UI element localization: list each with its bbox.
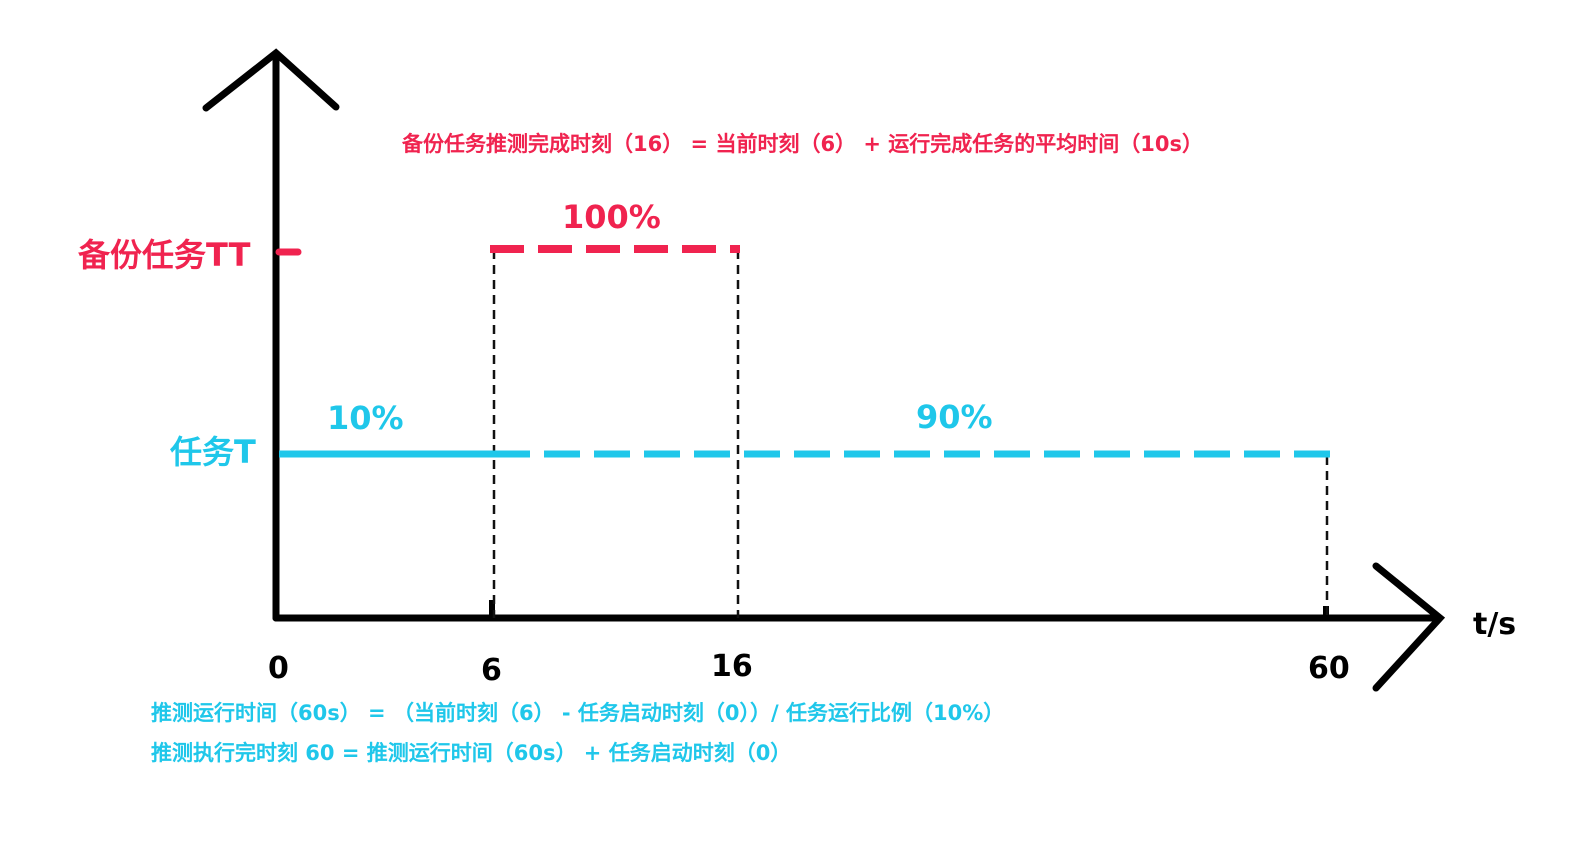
label-task: 任务T xyxy=(170,433,256,471)
x-tick-label-0: 0 xyxy=(268,651,289,686)
label-task-remaining-percent: 90% xyxy=(916,398,993,436)
x-tick-label-16: 16 xyxy=(711,649,753,684)
label-backup-percent: 100% xyxy=(562,198,661,236)
formula-bottom-2: 推测执行完时刻 60 = 推测运行时间（60s） + 任务启动时刻（0） xyxy=(151,741,791,765)
x-axis xyxy=(272,562,1446,692)
vertical-guides xyxy=(492,250,1329,618)
label-backup-task: 备份任务TT xyxy=(78,236,251,274)
x-tick-label-60: 60 xyxy=(1308,651,1350,686)
formula-bottom-1: 推测运行时间（60s） = （当前时刻（6） - 任务启动时刻（0））/ 任务运… xyxy=(151,701,1004,725)
x-tick-label-6: 6 xyxy=(481,653,502,688)
label-task-done-percent: 10% xyxy=(327,399,404,437)
y-axis xyxy=(202,48,340,622)
y-axis-arrowhead xyxy=(202,48,340,112)
x-unit-label: t/s xyxy=(1473,607,1516,642)
formula-top: 备份任务推测完成时刻（16） = 当前时刻（6） + 运行完成任务的平均时间（1… xyxy=(401,132,1203,156)
x-axis-arrowhead xyxy=(1372,562,1446,692)
